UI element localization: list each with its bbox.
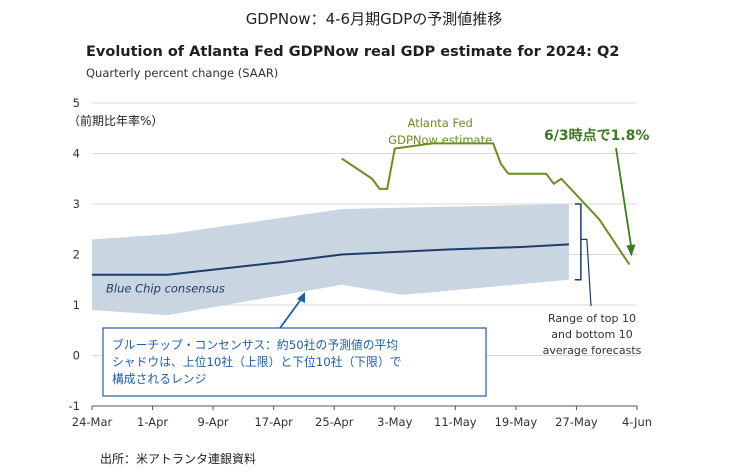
x-tick-label: 9-Apr: [198, 415, 229, 429]
latest-value-arrowhead: [626, 244, 636, 257]
axis-labels: -1 0 1 2 3 4 5 24-Mar 1-Apr 9-Apr 17-Apr 25-Apr 3-Ma…: [69, 96, 653, 429]
range-series-label: average forecasts: [543, 344, 642, 357]
x-tick-label: 19-May: [495, 415, 538, 429]
x-tick-label: 11-May: [434, 415, 477, 429]
gdpnow-line: [341, 142, 631, 266]
latest-value-arrow: [615, 147, 633, 249]
y-tick-label: 1: [73, 298, 80, 312]
latest-value-annotation: 6/3時点で1.8%: [544, 127, 649, 144]
x-tick-label: 17-Apr: [254, 415, 293, 429]
consensus-note-line-1: ブルーチップ・コンセンサス：約50社の予測値の平均: [112, 338, 399, 352]
x-tick-label: 1-Apr: [137, 415, 168, 429]
y-tick-label: 0: [73, 349, 80, 363]
y-axis-unit-label: （前期比年率%）: [68, 114, 164, 128]
chart-title: Evolution of Atlanta Fed GDPNow real GDP…: [86, 44, 620, 60]
range-series-label: and bottom 10: [551, 328, 632, 341]
chart-subtitle: Quarterly percent change (SAAR): [86, 66, 279, 80]
x-tick-label: 3-May: [377, 415, 412, 429]
consensus-range-band: [92, 204, 569, 316]
x-tick-label: 4-Jun: [622, 415, 652, 429]
consensus-note-line-2: シャドウは、上位10社（上限）と下位10社（下限）で: [112, 355, 402, 369]
x-tick-label: 27-May: [555, 415, 598, 429]
y-tick-label: 5: [73, 96, 80, 110]
range-bracket: [574, 203, 582, 281]
range-series-label: Range of top 10: [548, 312, 636, 325]
y-tick-label: 3: [73, 197, 80, 211]
consensus-note-arrowhead: [297, 292, 305, 303]
range-bracket-leader: [580, 238, 592, 307]
x-tick-label: 24-Mar: [72, 415, 113, 429]
y-tick-label: -1: [69, 399, 80, 413]
gdpnow-series-label: GDPNow estimate: [388, 133, 492, 147]
source-note: 出所：米アトランタ連銀資料: [100, 452, 257, 466]
gdpnow-series-label: Atlanta Fed: [408, 116, 473, 130]
consensus-note: ブルーチップ・コンセンサス：約50社の予測値の平均 シャドウは、上位10社（上限…: [112, 336, 402, 387]
x-tick-label: 25-Apr: [315, 415, 354, 429]
range-band-area: [92, 204, 569, 316]
y-tick-label: 4: [73, 147, 80, 161]
annotations: Atlanta Fed GDPNow estimate 6/3時点で1.8% Blue…: [102, 116, 649, 397]
consensus-series-label: Blue Chip consensus: [106, 281, 225, 295]
consensus-note-box: [102, 327, 487, 397]
consensus-note-line-3: 構成されるレンジ: [112, 372, 207, 386]
consensus-note-arrow: [279, 297, 303, 329]
page-title: GDPNow：4-6月期GDPの予測値推移: [245, 10, 503, 28]
consensus-line: [92, 243, 569, 276]
y-tick-label: 2: [73, 248, 80, 262]
series-lines: [92, 142, 631, 276]
